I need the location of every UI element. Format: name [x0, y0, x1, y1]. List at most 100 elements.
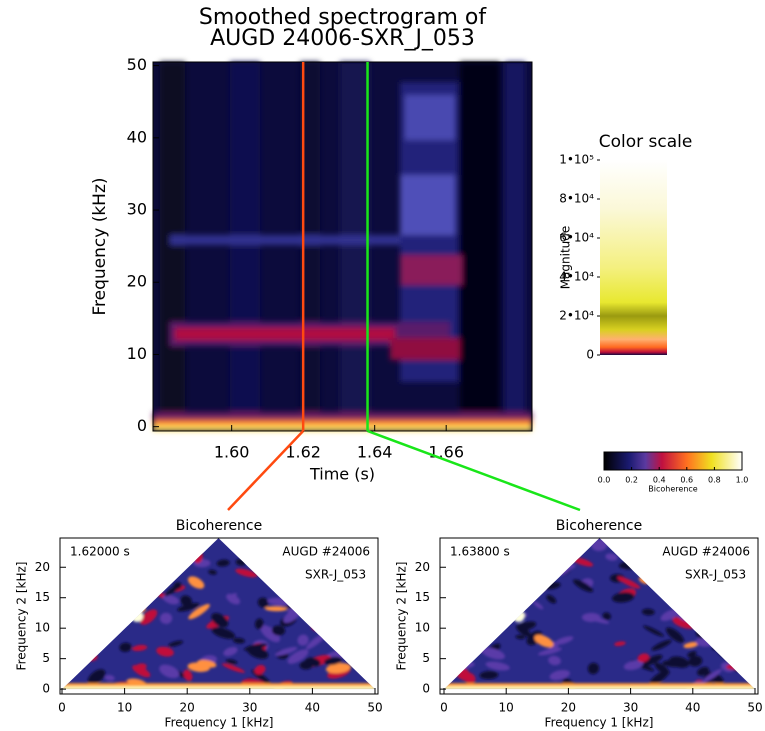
heatmap-blob [197, 659, 217, 668]
heatmap-blob [132, 665, 151, 678]
y-tick-label: 10 [35, 621, 50, 635]
heatmap-blob [683, 609, 704, 617]
x-tick-label: 50 [747, 701, 762, 715]
annotation: 1.63800 s [450, 545, 510, 559]
heatmap-blob [532, 574, 544, 584]
y-tick-label: 6•10⁴ [559, 231, 594, 245]
heatmap-blob [555, 636, 574, 645]
heatmap-blob [617, 576, 641, 589]
heatmap-blob [638, 559, 658, 568]
y-tick-label: 0 [586, 348, 594, 362]
heatmap-blob [260, 625, 281, 643]
heatmap-blob [159, 612, 173, 624]
x-tick-label: 0.0 [598, 476, 611, 485]
x-tick-label: 1.66 [428, 443, 464, 462]
heatmap-blob [366, 613, 375, 626]
heatmap-cell [160, 62, 185, 431]
heatmap-blob [94, 564, 106, 574]
heatmap-blob [62, 565, 73, 578]
y-tick-label: 20 [127, 272, 147, 291]
plot-frame [439, 537, 759, 695]
heatmap-blob [687, 615, 698, 623]
annotation: SXR-J_053 [305, 568, 366, 582]
heatmap-bg [444, 538, 755, 690]
heatmap-blob [649, 670, 670, 686]
heatmap-blob [687, 610, 708, 620]
heatmap-blob [587, 616, 610, 624]
heatmap-blob [90, 567, 109, 576]
heatmap-blob [700, 587, 711, 596]
heatmap-blob [226, 593, 241, 605]
heatmap-blob [329, 630, 343, 641]
heatmap-blob [294, 589, 304, 596]
heatmap-blob [637, 653, 650, 663]
heatmap-blob [479, 670, 499, 680]
heatmap-blob [688, 655, 703, 667]
colorbar-title: Color scale [599, 132, 693, 152]
x-tick-label: 0.8 [708, 476, 721, 485]
heatmap-blob [62, 686, 375, 690]
heatmap-blob [684, 601, 707, 607]
heatmap-blob [139, 609, 158, 625]
y-tick-label: 40 [127, 127, 147, 146]
chart-title: Bicoherence [556, 518, 643, 534]
x-tick-label: 0.4 [653, 476, 666, 485]
heatmap-blob [602, 612, 612, 620]
heatmap-cell [505, 62, 525, 431]
x-axis-label: Frequency 1 [kHz] [165, 716, 274, 730]
x-tick-label: 30 [242, 701, 257, 715]
heatmap-cell [405, 95, 455, 140]
heatmap-blob [168, 640, 184, 647]
heatmap-blob [121, 568, 132, 580]
heatmap-blob [72, 574, 89, 585]
heatmap-blob [306, 603, 329, 614]
heatmap-blob [463, 672, 476, 684]
heatmap-blob [665, 627, 685, 643]
annotation: AUGD #24006 [282, 545, 370, 559]
heatmap-blob [660, 608, 680, 621]
heatmap-blob [737, 657, 755, 674]
plot-frame [152, 61, 533, 432]
heatmap-blob [485, 607, 500, 619]
colorbar-label: Magnitude [559, 226, 573, 290]
heatmap-blob [156, 646, 174, 657]
heatmap-blob [587, 662, 600, 675]
heatmap-blob [325, 662, 351, 674]
heatmap-blob [297, 634, 309, 646]
y-tick-label: 50 [127, 55, 147, 74]
heatmap-blob [74, 570, 98, 585]
heatmap-blob [116, 572, 132, 577]
heatmap-blob [444, 686, 755, 690]
chart-title: Smoothed spectrogram of [199, 5, 487, 30]
heatmap-blob [710, 592, 733, 603]
heatmap-blob [323, 656, 342, 665]
y-axis-label: Frequency 2 [kHz] [395, 562, 409, 671]
heatmap-blob [605, 553, 618, 561]
heatmap-blob [243, 643, 268, 651]
x-tick-label: 20 [180, 701, 195, 715]
heatmap-blob [180, 595, 192, 607]
y-tick-label: 10 [127, 344, 147, 363]
heatmap-blob [711, 646, 730, 651]
heatmap-blob [208, 569, 217, 575]
y-tick-label: 30 [127, 200, 147, 219]
y-tick-label: 15 [415, 590, 430, 604]
heatmap-blob [349, 593, 363, 603]
heatmap-blob [68, 615, 77, 628]
x-axis-label: Time (s) [309, 465, 375, 484]
heatmap-blob [672, 617, 695, 629]
heatmap-blob [490, 565, 502, 574]
x-tick-label: 1.60 [214, 443, 250, 462]
annotation: AUGD #24006 [662, 545, 750, 559]
y-tick-label: 10 [415, 621, 430, 635]
x-tick-label: 0 [440, 701, 448, 715]
heatmap-texture [153, 62, 532, 431]
heatmap-blob [353, 639, 364, 649]
heatmap-blob [549, 669, 570, 681]
heatmap-blob [275, 576, 288, 586]
chart-title: AUGD 24006-SXR_J_053 [210, 26, 475, 51]
y-axis-label: Frequency (kHz) [90, 177, 110, 315]
y-tick-label: 20 [35, 560, 50, 574]
plot-frame [59, 537, 379, 695]
heatmap-blob [257, 597, 269, 608]
